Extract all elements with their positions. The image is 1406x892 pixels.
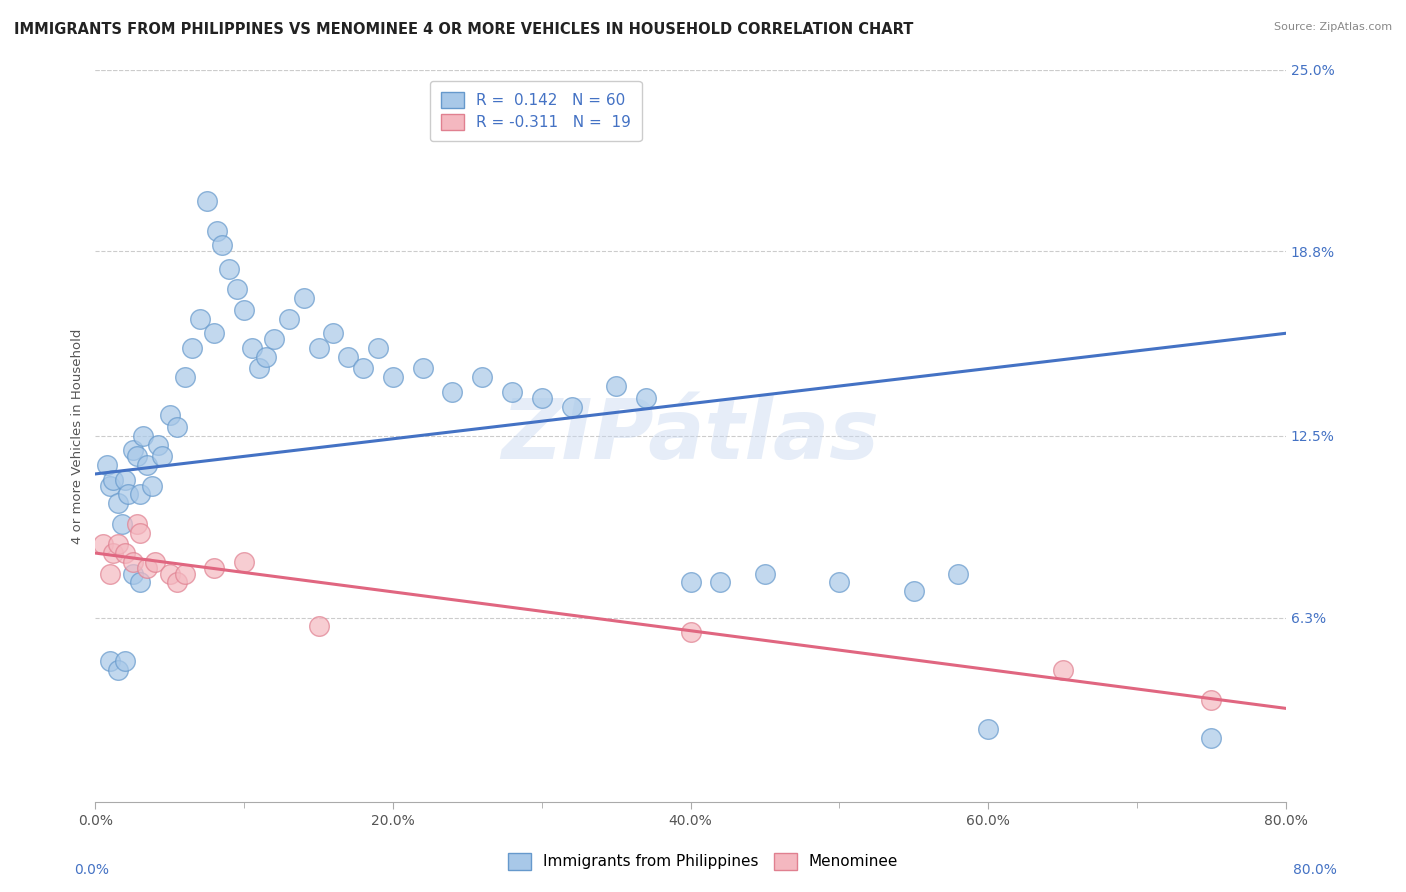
Point: [1201, 731, 1223, 745]
Point: [136, 458, 159, 472]
Text: IMMIGRANTS FROM PHILIPPINES VS MENOMINEE 4 OR MORE VEHICLES IN HOUSEHOLD CORRELA: IMMIGRANTS FROM PHILIPPINES VS MENOMINEE…: [14, 22, 914, 37]
Point: [121, 443, 143, 458]
Point: [107, 663, 129, 677]
Point: [146, 437, 169, 451]
Point: [98, 655, 121, 669]
Point: [322, 326, 344, 341]
Text: ZIPátlas: ZIPátlas: [502, 395, 880, 476]
Point: [129, 525, 152, 540]
Point: [111, 516, 134, 531]
Point: [188, 311, 211, 326]
Point: [98, 478, 121, 492]
Point: [166, 420, 188, 434]
Point: [103, 473, 125, 487]
Point: [150, 450, 173, 464]
Point: [277, 311, 299, 326]
Point: [381, 370, 404, 384]
Point: [107, 496, 129, 510]
Text: Source: ZipAtlas.com: Source: ZipAtlas.com: [1274, 22, 1392, 32]
Point: [225, 282, 247, 296]
Point: [308, 341, 330, 355]
Point: [233, 555, 256, 569]
Point: [181, 341, 204, 355]
Point: [159, 409, 181, 423]
Point: [292, 291, 315, 305]
Point: [117, 487, 139, 501]
Point: [173, 566, 195, 581]
Point: [530, 391, 553, 405]
Legend: Immigrants from Philippines, Menominee: Immigrants from Philippines, Menominee: [501, 846, 905, 877]
Point: [828, 575, 851, 590]
Text: 80.0%: 80.0%: [1292, 863, 1337, 877]
Point: [159, 566, 181, 581]
Point: [114, 473, 136, 487]
Point: [441, 384, 464, 399]
Text: 0.0%: 0.0%: [75, 863, 108, 877]
Point: [679, 625, 702, 640]
Point: [98, 566, 121, 581]
Point: [141, 478, 163, 492]
Point: [96, 458, 118, 472]
Point: [247, 361, 270, 376]
Point: [240, 341, 263, 355]
Point: [91, 537, 114, 551]
Point: [136, 560, 159, 574]
Point: [125, 450, 148, 464]
Point: [754, 566, 776, 581]
Point: [1201, 692, 1223, 706]
Point: [367, 341, 389, 355]
Point: [679, 575, 702, 590]
Point: [471, 370, 494, 384]
Point: [352, 361, 374, 376]
Point: [114, 655, 136, 669]
Point: [412, 361, 434, 376]
Point: [107, 537, 129, 551]
Point: [143, 555, 166, 569]
Y-axis label: 4 or more Vehicles in Household: 4 or more Vehicles in Household: [72, 328, 84, 543]
Point: [501, 384, 523, 399]
Point: [948, 566, 970, 581]
Point: [114, 546, 136, 560]
Point: [207, 224, 229, 238]
Point: [202, 560, 225, 574]
Point: [129, 487, 152, 501]
Point: [211, 238, 233, 252]
Point: [977, 722, 1000, 736]
Point: [103, 546, 125, 560]
Point: [560, 400, 582, 414]
Point: [166, 575, 188, 590]
Point: [129, 575, 152, 590]
Point: [256, 350, 278, 364]
Point: [132, 429, 155, 443]
Point: [308, 619, 330, 633]
Point: [903, 584, 925, 599]
Point: [121, 566, 143, 581]
Point: [173, 370, 195, 384]
Point: [263, 332, 285, 346]
Point: [605, 379, 627, 393]
Point: [634, 391, 657, 405]
Point: [709, 575, 731, 590]
Point: [121, 555, 143, 569]
Point: [195, 194, 218, 209]
Point: [202, 326, 225, 341]
Legend: R =  0.142   N = 60, R = -0.311   N =  19: R = 0.142 N = 60, R = -0.311 N = 19: [430, 81, 641, 141]
Point: [337, 350, 360, 364]
Point: [218, 261, 240, 276]
Point: [125, 516, 148, 531]
Point: [1052, 663, 1074, 677]
Point: [233, 302, 256, 317]
